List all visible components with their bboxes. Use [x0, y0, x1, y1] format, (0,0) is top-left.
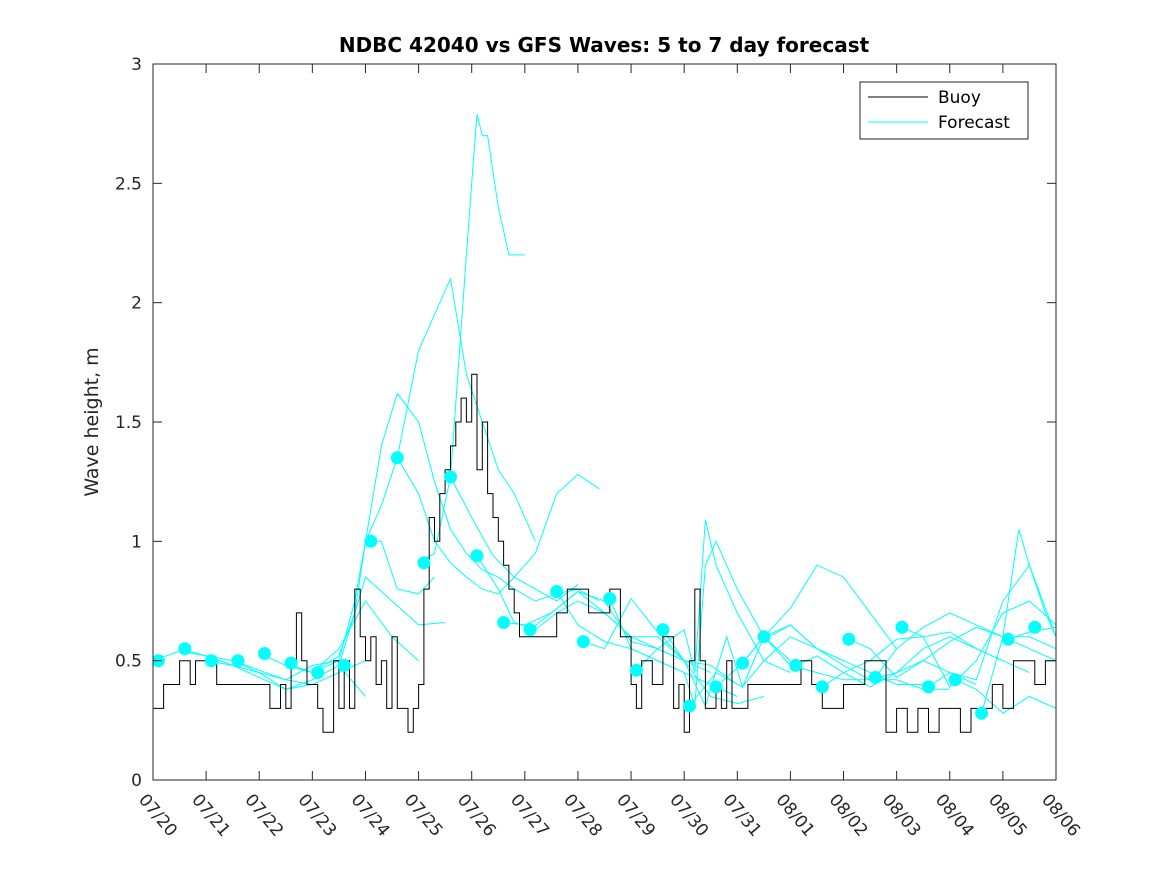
forecast-marker — [789, 658, 803, 672]
forecast-line-12 — [450, 476, 579, 602]
forecast-marker — [1001, 632, 1015, 646]
forecast-line-32 — [981, 529, 1056, 714]
forecast-marker — [948, 673, 962, 687]
plot-background — [153, 64, 1056, 780]
x-tick-label: 07/30 — [665, 790, 712, 840]
y-tick-label: 2 — [131, 294, 142, 314]
forecast-marker — [523, 623, 537, 637]
legend-box — [859, 81, 1029, 140]
forecast-marker — [390, 451, 404, 465]
forecast-marker — [815, 680, 829, 694]
x-tick-label: 08/01 — [772, 790, 819, 840]
forecast-line-21 — [689, 564, 898, 707]
x-tick-label: 08/04 — [931, 790, 978, 840]
forecast-line-27 — [848, 626, 1056, 679]
x-tick-label: 08/06 — [1037, 790, 1084, 840]
buoy-line — [153, 373, 1056, 733]
forecast-line-10 — [396, 457, 600, 595]
forecast-marker — [444, 470, 457, 484]
x-tick-label: 08/05 — [984, 790, 1031, 840]
forecast-marker — [975, 706, 989, 720]
x-tick-label: 08/02 — [825, 790, 872, 840]
forecast-marker — [895, 620, 909, 634]
x-tick-label: 07/21 — [187, 790, 234, 840]
legend-buoy-label: Buoy — [938, 88, 981, 108]
forecast-marker — [842, 632, 856, 646]
forecast-marker — [284, 656, 298, 670]
forecast-line-28 — [874, 612, 1056, 678]
x-tick-label: 07/20 — [134, 790, 181, 840]
forecast-marker — [258, 647, 271, 660]
forecast-marker — [311, 666, 325, 680]
forecast-marker — [364, 534, 378, 548]
x-tick-label: 07/26 — [453, 790, 500, 840]
forecast-marker — [629, 663, 643, 677]
forecast-marker — [231, 654, 245, 668]
forecast-line-23 — [742, 636, 950, 690]
x-tick-label: 07/22 — [240, 790, 287, 840]
forecast-marker — [1028, 620, 1042, 634]
y-tick-label: 1 — [131, 532, 142, 552]
forecast-marker — [683, 699, 696, 713]
forecast-marker — [868, 670, 882, 684]
forecast-marker — [417, 556, 431, 570]
forecast-line-2 — [179, 648, 339, 681]
y-axis-title: Wave height, m — [81, 347, 103, 496]
forecast-marker — [709, 680, 723, 694]
forecast-marker — [337, 658, 351, 672]
forecast-marker — [603, 592, 617, 606]
y-tick-label: 1.5 — [115, 413, 142, 433]
chart-title: NDBC 42040 vs GFS Waves: 5 to 7 day fore… — [339, 33, 870, 57]
x-tick-label: 07/29 — [612, 790, 659, 840]
x-tick-label: 07/24 — [347, 790, 394, 840]
forecast-marker — [757, 630, 771, 644]
x-tick-label: 07/31 — [718, 790, 765, 840]
forecast-marker — [204, 654, 218, 668]
y-tick-label: 2.5 — [115, 174, 142, 194]
forecast-line-11 — [418, 113, 525, 564]
forecast-marker — [736, 656, 750, 670]
forecast-line-8 — [338, 392, 600, 666]
y-tick-label: 0.5 — [115, 652, 142, 672]
forecast-marker — [497, 616, 511, 629]
forecast-marker — [470, 549, 484, 563]
forecast-marker — [550, 585, 564, 598]
forecast-marker — [656, 623, 670, 637]
forecast-line-25 — [795, 636, 1004, 688]
x-tick-label: 07/27 — [506, 790, 553, 840]
forecast-line-19 — [636, 519, 791, 674]
forecast-line-29 — [901, 600, 1056, 688]
forecast-line-17 — [583, 597, 765, 705]
forecast-line-33 — [1008, 626, 1056, 640]
x-tick-label: 07/25 — [400, 790, 447, 840]
y-tick-label: 0 — [131, 771, 142, 791]
forecast-marker — [178, 642, 192, 656]
forecast-line-9 — [365, 277, 536, 542]
plot-area — [153, 113, 1056, 733]
forecast-marker — [922, 680, 935, 694]
x-tick-label: 08/03 — [878, 790, 925, 840]
forecast-line-31 — [954, 679, 1056, 714]
legend-forecast-label: Forecast — [938, 113, 1010, 133]
x-tick-label: 07/23 — [294, 790, 341, 840]
legend: Buoy Forecast — [859, 81, 1029, 140]
y-tick-label: 3 — [131, 55, 142, 75]
forecast-marker — [576, 635, 590, 649]
x-tick-label: 07/28 — [559, 790, 606, 840]
